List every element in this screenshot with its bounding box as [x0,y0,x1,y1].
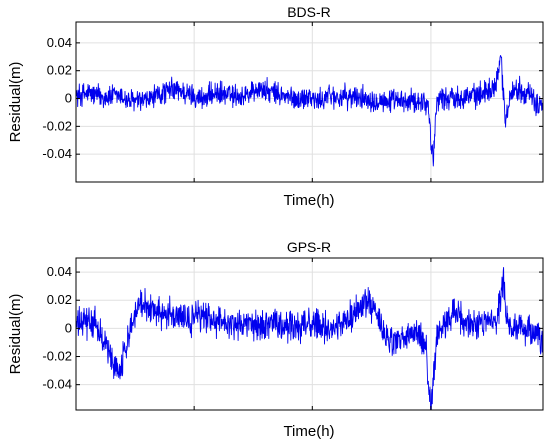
y-axis-label: Residual(m) [7,294,24,375]
y-tick-label: 0.02 [47,63,72,78]
y-tick-label: -0.02 [42,118,72,133]
y-tick-label: 0.04 [47,264,72,279]
gps-residual-chart: GPS-R Residual(m) Time(h) 0.04 0.02 0 -0.02… [7,239,544,440]
y-tick-label: 0 [65,320,72,335]
bds-residual-chart: BDS-R Residual(m) Time(h) 0.04 0.02 0 -0.02… [7,4,544,209]
plot-frame [75,257,544,411]
y-tick-label: 0.02 [47,292,72,307]
plot-frame [75,21,544,183]
y-tick-label: 0.04 [47,35,72,50]
x-axis-label: Time(h) [283,192,334,209]
y-axis-label: Residual(m) [7,62,24,143]
series-line [75,55,544,167]
series-line [75,267,544,411]
y-tick-label: -0.04 [42,146,72,161]
chart-title: BDS-R [287,4,331,20]
y-tick-label: -0.04 [42,377,72,392]
y-tick-label: 0 [65,91,72,106]
x-axis-label: Time(h) [283,423,334,440]
chart-title: GPS-R [287,239,331,255]
y-tick-label: -0.02 [42,349,72,364]
